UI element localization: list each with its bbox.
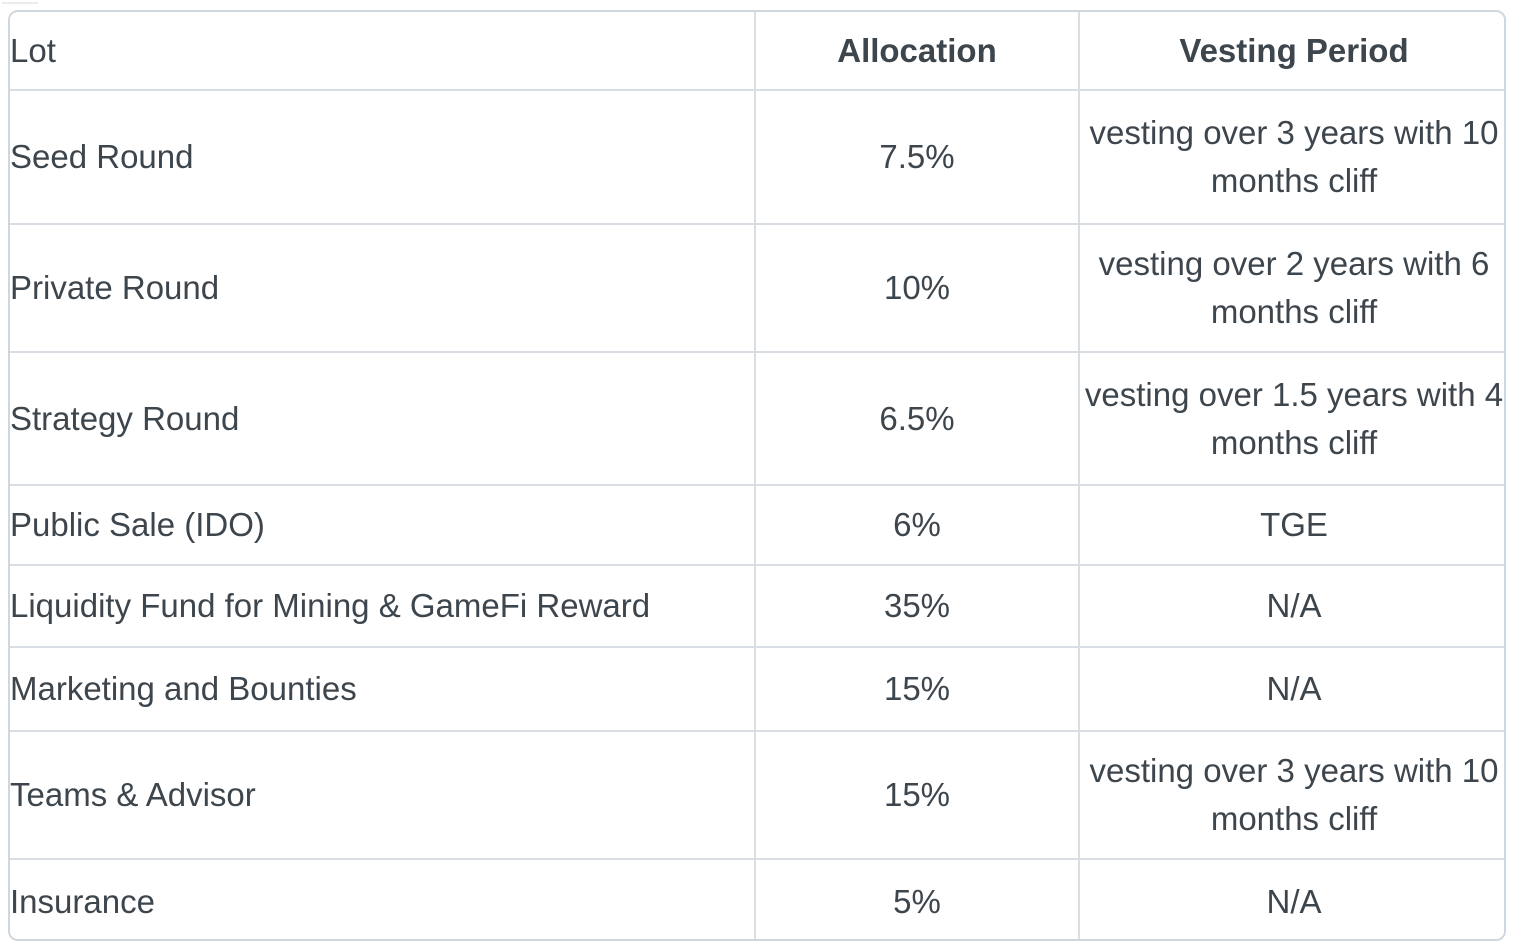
table-row: Public Sale (IDO) 6% TGE — [10, 485, 1504, 566]
lot-cell: Liquidity Fund for Mining & GameFi Rewar… — [10, 565, 756, 648]
lot-cell: Marketing and Bounties — [10, 647, 756, 732]
vesting-cell: N/A — [1079, 647, 1504, 732]
allocation-cell: 15% — [755, 647, 1080, 732]
allocation-cell: 6.5% — [755, 352, 1080, 486]
header-cell-allocation: Allocation — [755, 12, 1080, 91]
vesting-cell: vesting over 2 years with 6 months cliff — [1079, 224, 1504, 353]
lot-cell: Insurance — [10, 859, 756, 939]
allocation-cell: 5% — [755, 859, 1080, 939]
allocation-cell: 15% — [755, 731, 1080, 860]
table-row: Liquidity Fund for Mining & GameFi Rewar… — [10, 565, 1504, 648]
vesting-cell: N/A — [1079, 859, 1504, 939]
table-row: Seed Round 7.5% vesting over 3 years wit… — [10, 90, 1504, 225]
lot-cell: Seed Round — [10, 90, 756, 225]
lot-cell: Public Sale (IDO) — [10, 485, 756, 566]
allocation-cell: 35% — [755, 565, 1080, 648]
lot-cell: Teams & Advisor — [10, 731, 756, 860]
table-row: Insurance 5% N/A — [10, 859, 1504, 939]
lot-cell: Strategy Round — [10, 352, 756, 486]
lot-cell: Private Round — [10, 224, 756, 353]
table-header-row: Lot Allocation Vesting Period — [10, 12, 1504, 91]
screen-edge-artifact — [2, 2, 38, 4]
header-cell-lot: Lot — [10, 12, 756, 91]
table-row: Marketing and Bounties 15% N/A — [10, 647, 1504, 732]
allocation-cell: 10% — [755, 224, 1080, 353]
vesting-cell: vesting over 3 years with 10 months clif… — [1079, 90, 1504, 225]
vesting-cell: TGE — [1079, 485, 1504, 566]
table-row: Strategy Round 6.5% vesting over 1.5 yea… — [10, 352, 1504, 486]
table-row: Private Round 10% vesting over 2 years w… — [10, 224, 1504, 353]
allocation-table: Lot Allocation Vesting Period Seed Round… — [8, 10, 1506, 941]
vesting-cell: vesting over 1.5 years with 4 months cli… — [1079, 352, 1504, 486]
header-cell-vesting-period: Vesting Period — [1079, 12, 1504, 91]
vesting-cell: N/A — [1079, 565, 1504, 648]
allocation-cell: 6% — [755, 485, 1080, 566]
allocation-cell: 7.5% — [755, 90, 1080, 225]
allocation-vesting-table: Lot Allocation Vesting Period Seed Round… — [10, 12, 1504, 939]
vesting-cell: vesting over 3 years with 10 months clif… — [1079, 731, 1504, 860]
table-row: Teams & Advisor 15% vesting over 3 years… — [10, 731, 1504, 860]
